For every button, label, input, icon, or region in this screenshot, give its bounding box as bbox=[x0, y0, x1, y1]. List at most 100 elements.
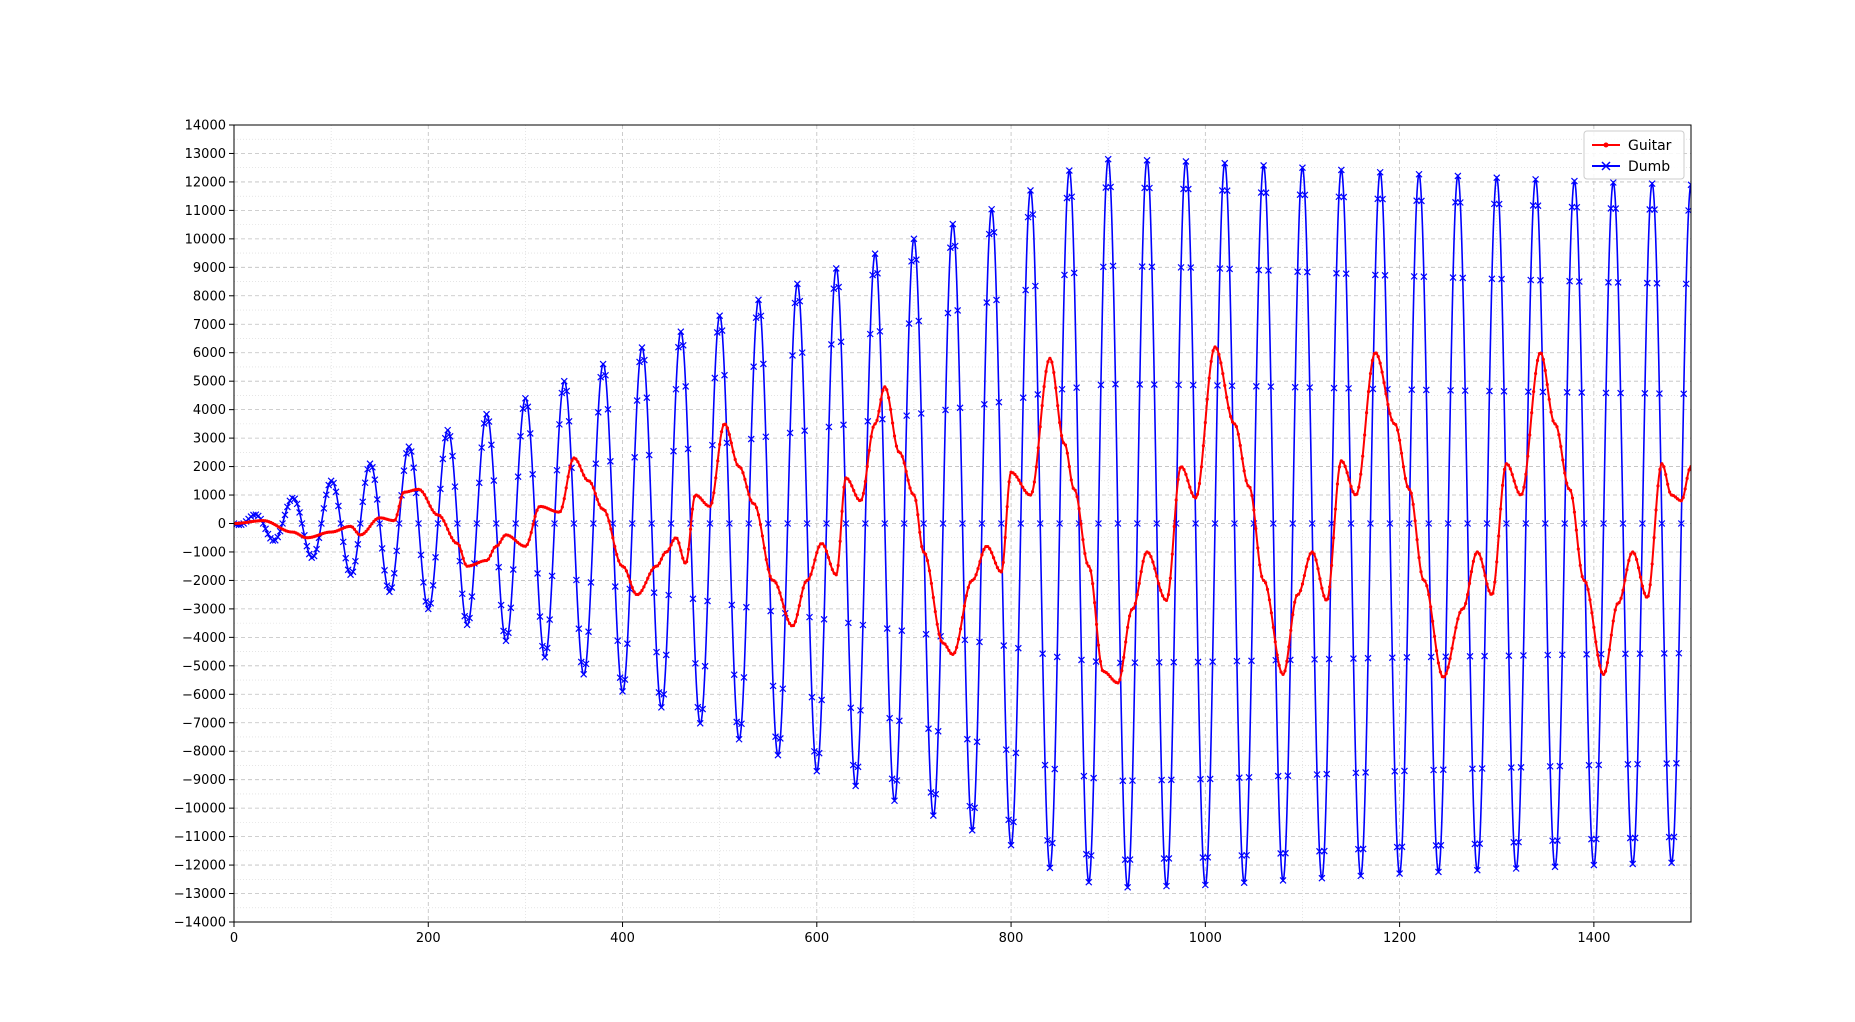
dumb-marker bbox=[1158, 776, 1166, 784]
guitar-marker bbox=[1378, 361, 1382, 365]
dumb-marker bbox=[776, 735, 784, 742]
guitar-marker bbox=[1318, 577, 1322, 581]
dumb-marker bbox=[643, 394, 651, 402]
guitar-marker bbox=[1683, 487, 1687, 491]
dumb-marker bbox=[1240, 879, 1248, 887]
guitar-marker bbox=[1483, 573, 1487, 578]
guitar-marker bbox=[1399, 451, 1404, 455]
guitar-marker bbox=[939, 639, 943, 643]
guitar-marker bbox=[1390, 418, 1394, 422]
dumb-marker bbox=[1498, 275, 1506, 283]
guitar-marker bbox=[449, 535, 454, 540]
guitar-marker bbox=[1058, 420, 1062, 425]
dumb-marker bbox=[988, 205, 996, 213]
guitar-marker bbox=[1337, 465, 1341, 469]
dumb-marker bbox=[449, 452, 456, 460]
dumb-marker bbox=[589, 520, 597, 527]
dumb-marker bbox=[949, 220, 957, 228]
guitar-marker bbox=[1603, 669, 1608, 673]
dumb-marker bbox=[803, 520, 811, 527]
dumb-marker bbox=[874, 269, 881, 277]
guitar-marker bbox=[607, 519, 611, 523]
y-tick-label: 7000 bbox=[193, 318, 226, 333]
guitar-marker bbox=[1570, 496, 1575, 500]
guitar-marker bbox=[1497, 534, 1501, 538]
dumb-marker bbox=[900, 520, 908, 527]
dumb-marker bbox=[485, 418, 493, 426]
guitar-marker bbox=[1403, 476, 1408, 481]
guitar-marker bbox=[881, 388, 885, 393]
guitar-marker bbox=[1007, 480, 1011, 484]
dumb-marker bbox=[910, 235, 918, 243]
guitar-marker bbox=[1407, 487, 1411, 491]
dumb-marker bbox=[946, 244, 954, 252]
guitar-marker bbox=[1240, 456, 1244, 461]
series-markers-dumb bbox=[234, 155, 1691, 891]
guitar-marker bbox=[1164, 598, 1169, 602]
dumb-marker bbox=[1034, 390, 1042, 398]
guitar-marker bbox=[999, 570, 1003, 574]
dumb-marker bbox=[772, 733, 779, 741]
guitar-marker bbox=[945, 645, 949, 649]
dumb-marker bbox=[560, 377, 568, 385]
guitar-marker bbox=[1590, 611, 1594, 615]
guitar-marker bbox=[1023, 488, 1027, 492]
dumb-marker bbox=[983, 299, 991, 307]
guitar-marker bbox=[1168, 576, 1172, 580]
dumb-marker bbox=[1320, 847, 1328, 855]
guitar-marker bbox=[1528, 433, 1532, 437]
guitar-marker bbox=[667, 547, 671, 551]
guitar-marker bbox=[1256, 546, 1260, 550]
guitar-marker bbox=[603, 509, 607, 513]
guitar-marker bbox=[1190, 491, 1194, 495]
dumb-marker bbox=[939, 520, 947, 527]
x-tick-label: 1200 bbox=[1383, 931, 1416, 946]
guitar-marker bbox=[1401, 465, 1406, 469]
guitar-marker bbox=[1506, 463, 1510, 467]
dumb-marker bbox=[402, 450, 410, 457]
dumb-marker bbox=[325, 481, 333, 489]
dumb-marker bbox=[1291, 383, 1299, 391]
guitar-marker bbox=[920, 544, 924, 549]
dumb-marker bbox=[701, 662, 709, 670]
guitar-marker bbox=[902, 461, 906, 465]
dumb-marker bbox=[388, 584, 396, 592]
dumb-marker bbox=[832, 265, 840, 272]
dumb-marker bbox=[1201, 881, 1209, 889]
guitar-marker bbox=[1640, 584, 1645, 588]
guitar-marker bbox=[589, 481, 594, 486]
guitar-marker bbox=[1293, 600, 1297, 604]
dumb-marker bbox=[1012, 749, 1020, 757]
guitar-marker bbox=[448, 531, 452, 536]
guitar-marker bbox=[766, 567, 770, 571]
dumb-marker bbox=[543, 644, 551, 652]
guitar-marker bbox=[576, 460, 580, 464]
guitar-marker bbox=[1182, 467, 1186, 472]
guitar-marker bbox=[444, 523, 448, 527]
dumb-marker bbox=[444, 426, 452, 434]
y-tick-label: 13000 bbox=[185, 147, 226, 162]
dumb-marker bbox=[585, 628, 592, 636]
guitar-marker bbox=[1458, 611, 1462, 615]
dumb-marker bbox=[1352, 769, 1360, 777]
dumb-marker bbox=[366, 460, 374, 468]
dumb-marker bbox=[1418, 197, 1425, 205]
y-tick-label: 14000 bbox=[185, 119, 226, 134]
dumb-marker bbox=[764, 520, 772, 527]
dumb-marker bbox=[1092, 658, 1100, 665]
guitar-marker bbox=[809, 572, 813, 576]
dumb-marker bbox=[929, 812, 937, 819]
guitar-marker bbox=[1592, 625, 1596, 629]
dumb-marker bbox=[677, 328, 685, 336]
dumb-marker bbox=[973, 738, 981, 746]
dumb-marker bbox=[1265, 267, 1272, 274]
guitar-marker bbox=[1456, 617, 1460, 621]
guitar-marker bbox=[1582, 578, 1586, 583]
dumb-marker bbox=[823, 520, 830, 527]
dumb-marker bbox=[864, 417, 872, 425]
guitar-marker bbox=[624, 569, 629, 573]
dumb-marker bbox=[818, 696, 826, 704]
dumb-marker bbox=[886, 714, 894, 722]
dumb-marker bbox=[830, 285, 838, 293]
y-tick-label: 9000 bbox=[193, 261, 226, 276]
